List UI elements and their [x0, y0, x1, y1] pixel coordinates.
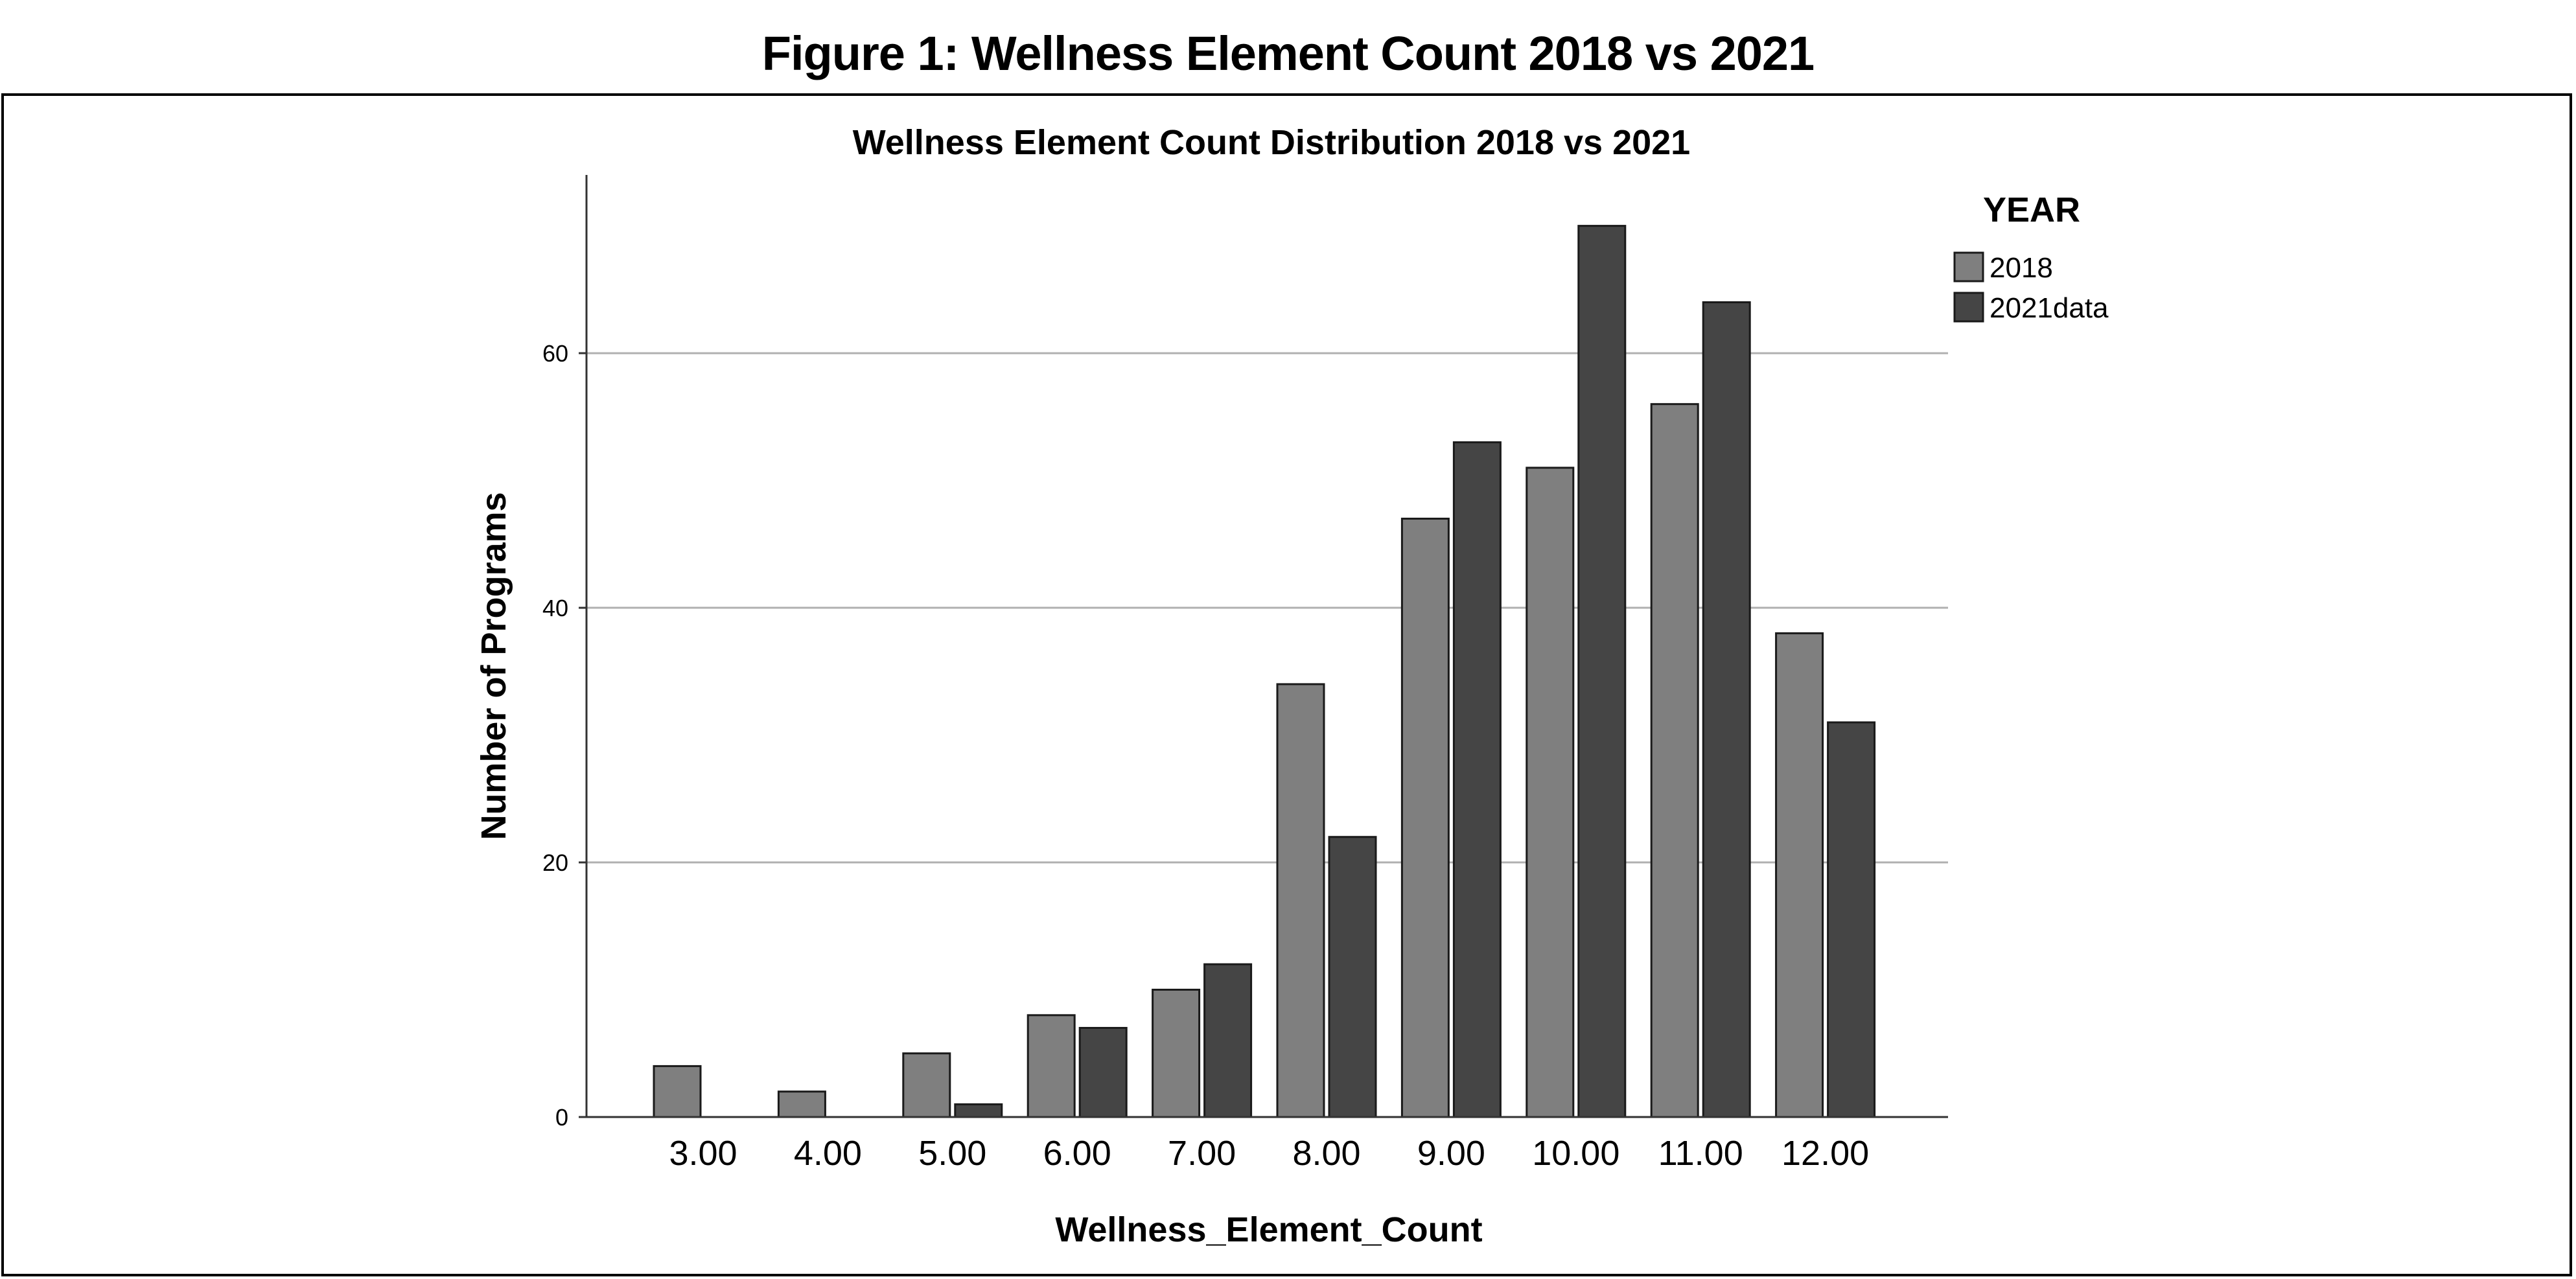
x-axis-label: Wellness_Element_Count: [1055, 1210, 1482, 1249]
bar-2021data-10.00: [1577, 225, 1627, 1118]
x-tick-label: 10.00: [1532, 1134, 1619, 1173]
y-tick-label: 60: [542, 340, 568, 367]
bar-2021data-8.00: [1328, 836, 1377, 1118]
bar-2018-4.00: [777, 1090, 826, 1118]
legend-items: 2018 2021data: [1953, 251, 2109, 324]
x-tick-label: 5.00: [918, 1134, 986, 1173]
bar-2018-8.00: [1276, 683, 1325, 1118]
y-axis-label: Number of Programs: [474, 492, 513, 840]
bar-2021data-7.00: [1203, 963, 1253, 1118]
x-tick-label: 8.00: [1292, 1134, 1360, 1173]
figure-frame: [1, 93, 2572, 1276]
bar-2018-9.00: [1400, 518, 1450, 1118]
legend-title: YEAR: [1983, 190, 2080, 229]
bar-2021data-5.00: [954, 1103, 1003, 1118]
legend-swatch: [1953, 292, 1984, 323]
x-tick-label: 7.00: [1168, 1134, 1236, 1173]
y-tick-labels: 0 20 40 60: [542, 340, 586, 1131]
x-tick-labels: 3.00 4.00 5.00 6.00 7.00 8.00 9.00 10.00 11.00 12…: [669, 1134, 1869, 1173]
chart-title: Wellness Element Count Distribution 2018…: [853, 123, 1690, 162]
y-tick-label: 40: [542, 595, 568, 621]
x-tick-label: 4.00: [794, 1134, 862, 1173]
legend-label: 2021data: [1990, 292, 2109, 324]
bar-2018-11.00: [1650, 403, 1699, 1118]
figure-caption: Figure 1: Wellness Element Count 2018 vs…: [761, 27, 1815, 80]
bar-2018-12.00: [1775, 632, 1824, 1118]
legend: YEAR 2018 2021data: [1953, 190, 2109, 324]
y-tick-label: 0: [555, 1104, 568, 1131]
bar-2018-7.00: [1152, 989, 1201, 1118]
bars: [653, 225, 1876, 1118]
x-tick-label: 6.00: [1043, 1134, 1111, 1173]
bar-2021data-6.00: [1078, 1026, 1128, 1118]
y-tick-label: 20: [542, 849, 568, 876]
bar-2021data-12.00: [1827, 721, 1876, 1118]
legend-label: 2018: [1990, 252, 2053, 284]
x-tick-label: 3.00: [669, 1134, 737, 1173]
bar-2018-5.00: [902, 1052, 951, 1118]
bar-2018-3.00: [653, 1065, 702, 1118]
x-tick-label: 12.00: [1781, 1134, 1869, 1173]
bar-2021data-9.00: [1452, 441, 1502, 1118]
x-tick-label: 11.00: [1658, 1134, 1743, 1173]
x-tick-label: 9.00: [1417, 1134, 1485, 1173]
bar-2018-6.00: [1027, 1014, 1076, 1118]
bar-2021data-11.00: [1702, 301, 1751, 1118]
legend-swatch: [1953, 251, 1984, 282]
bar-2018-10.00: [1526, 467, 1575, 1118]
